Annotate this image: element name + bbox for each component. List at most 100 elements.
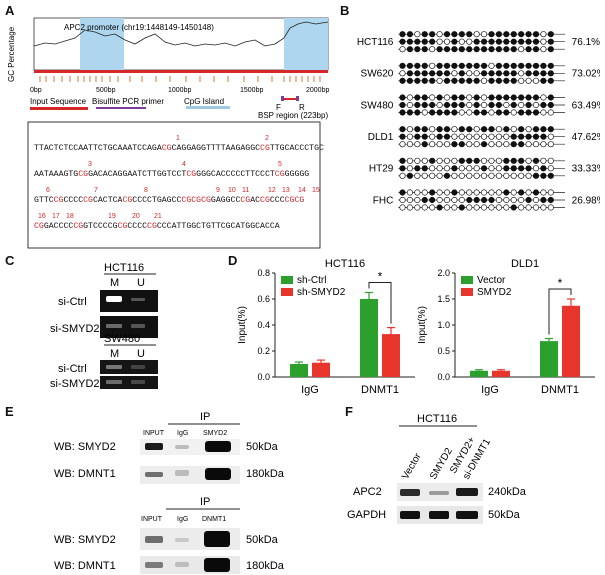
methylated-cpg bbox=[503, 46, 510, 53]
methylation-percent: 73.02% bbox=[572, 69, 600, 80]
methylated-cpg bbox=[443, 109, 451, 116]
unmethylated-cpg bbox=[547, 109, 554, 116]
x-tick-label: DNMT1 bbox=[541, 384, 579, 396]
unmethylated-cpg bbox=[540, 38, 547, 45]
unmethylated-cpg bbox=[532, 196, 540, 204]
unmethylated-cpg bbox=[532, 204, 540, 211]
methylated-cpg bbox=[532, 46, 540, 53]
unmethylated-cpg bbox=[525, 157, 532, 164]
unmethylated-cpg bbox=[488, 189, 495, 196]
methylated-cpg bbox=[458, 101, 465, 109]
methylated-cpg bbox=[525, 94, 532, 101]
unmethylated-cpg bbox=[488, 133, 495, 140]
methylated-cpg bbox=[421, 165, 428, 172]
unmethylated-cpg bbox=[429, 165, 436, 172]
gel-lane-u: U bbox=[137, 348, 145, 360]
bar bbox=[492, 370, 510, 377]
methylated-cpg bbox=[436, 133, 443, 140]
methylated-cpg bbox=[466, 77, 473, 84]
unmethylated-cpg bbox=[429, 46, 436, 53]
unmethylated-cpg bbox=[458, 172, 465, 179]
cpg-site-number: 8 bbox=[144, 187, 148, 194]
unmethylated-cpg bbox=[451, 133, 458, 140]
methylated-cpg bbox=[532, 31, 540, 38]
methylated-cpg bbox=[458, 126, 465, 133]
unmethylated-cpg bbox=[443, 165, 451, 172]
unmethylated-cpg bbox=[458, 189, 465, 196]
cpg-site-number: 4 bbox=[182, 161, 186, 168]
unmethylated-cpg bbox=[466, 141, 473, 148]
unmethylated-cpg bbox=[443, 38, 451, 45]
methylated-cpg bbox=[547, 94, 554, 101]
legend-swatch bbox=[461, 276, 473, 284]
unmethylated-cpg bbox=[525, 189, 532, 196]
unmethylated-cpg bbox=[518, 204, 525, 211]
methylated-cpg bbox=[399, 133, 406, 140]
methylated-cpg bbox=[495, 46, 502, 53]
unmethylated-cpg bbox=[443, 204, 451, 211]
methylated-cpg bbox=[429, 77, 436, 84]
methylated-cpg bbox=[406, 109, 413, 116]
kda-label: 240kDa bbox=[488, 486, 527, 498]
sequence-segment: CCCCTGAGCC bbox=[132, 196, 181, 205]
legend-swatch bbox=[186, 106, 230, 109]
methylated-cpg bbox=[532, 38, 540, 45]
unmethylated-cpg bbox=[480, 172, 488, 179]
methylated-cpg bbox=[399, 101, 406, 109]
methylated-cpg bbox=[503, 70, 510, 77]
blot-band bbox=[429, 511, 449, 519]
methylated-cpg bbox=[414, 133, 421, 140]
bar bbox=[470, 370, 488, 377]
gc-ylabel: GC Percentage bbox=[7, 26, 16, 82]
methylated-cpg bbox=[540, 196, 547, 204]
methylated-cpg bbox=[436, 62, 443, 69]
methylated-cpg bbox=[510, 70, 517, 77]
unmethylated-cpg bbox=[421, 172, 428, 179]
gel-lane-m: M bbox=[110, 348, 119, 360]
unmethylated-cpg bbox=[466, 189, 473, 196]
unmethylated-cpg bbox=[458, 133, 465, 140]
unmethylated-cpg bbox=[540, 94, 547, 101]
methylated-cpg bbox=[532, 133, 540, 140]
unmethylated-cpg bbox=[510, 109, 517, 116]
gel-image bbox=[100, 376, 158, 389]
panel-label-b: B bbox=[340, 3, 350, 18]
methylated-cpg bbox=[525, 31, 532, 38]
unmethylated-cpg bbox=[429, 133, 436, 140]
unmethylated-cpg bbox=[518, 77, 525, 84]
y-tick-label: 0.0 bbox=[437, 372, 450, 382]
y-axis-label: Input(%) bbox=[417, 306, 428, 344]
gc-curve bbox=[33, 21, 329, 47]
methylated-cpg bbox=[436, 109, 443, 116]
cell-line-label: SW620 bbox=[361, 69, 394, 80]
blot-band bbox=[145, 562, 163, 568]
unmethylated-cpg bbox=[547, 157, 554, 164]
methylated-cpg bbox=[451, 77, 458, 84]
unmethylated-cpg bbox=[406, 141, 413, 148]
methylated-cpg bbox=[414, 109, 421, 116]
cpg-island-region bbox=[284, 18, 328, 70]
unmethylated-cpg bbox=[414, 31, 421, 38]
wb-label: WB: SMYD2 bbox=[54, 441, 116, 453]
legend-input-sequence: Input Sequence bbox=[30, 97, 87, 106]
legend-label: sh-SMYD2 bbox=[297, 287, 346, 298]
unmethylated-cpg bbox=[451, 204, 458, 211]
significance-bracket bbox=[548, 288, 572, 335]
methylated-cpg bbox=[532, 62, 540, 69]
gel-row-label: si-Ctrl bbox=[58, 363, 87, 375]
methylated-cpg bbox=[525, 101, 532, 109]
methylated-cpg bbox=[547, 172, 554, 179]
methylated-cpg bbox=[414, 101, 421, 109]
gc-percentage-plot: GC Percentage APC2 promoter (chr19:14481… bbox=[7, 17, 329, 249]
y-tick-label: 0.2 bbox=[257, 346, 270, 356]
unmethylated-cpg bbox=[406, 196, 413, 204]
gc-xtick: 500bp bbox=[96, 87, 116, 94]
methylated-cpg bbox=[510, 204, 517, 211]
unmethylated-cpg bbox=[414, 172, 421, 179]
methylated-cpg bbox=[473, 109, 480, 116]
sequence-segment: GGGGG bbox=[285, 170, 310, 179]
unmethylated-cpg bbox=[436, 31, 443, 38]
western-blot-panel: HCT116 Vector SMYD2 SMYD2+ si-DNMT1 APC2… bbox=[347, 413, 527, 524]
unmethylated-cpg bbox=[458, 38, 465, 45]
